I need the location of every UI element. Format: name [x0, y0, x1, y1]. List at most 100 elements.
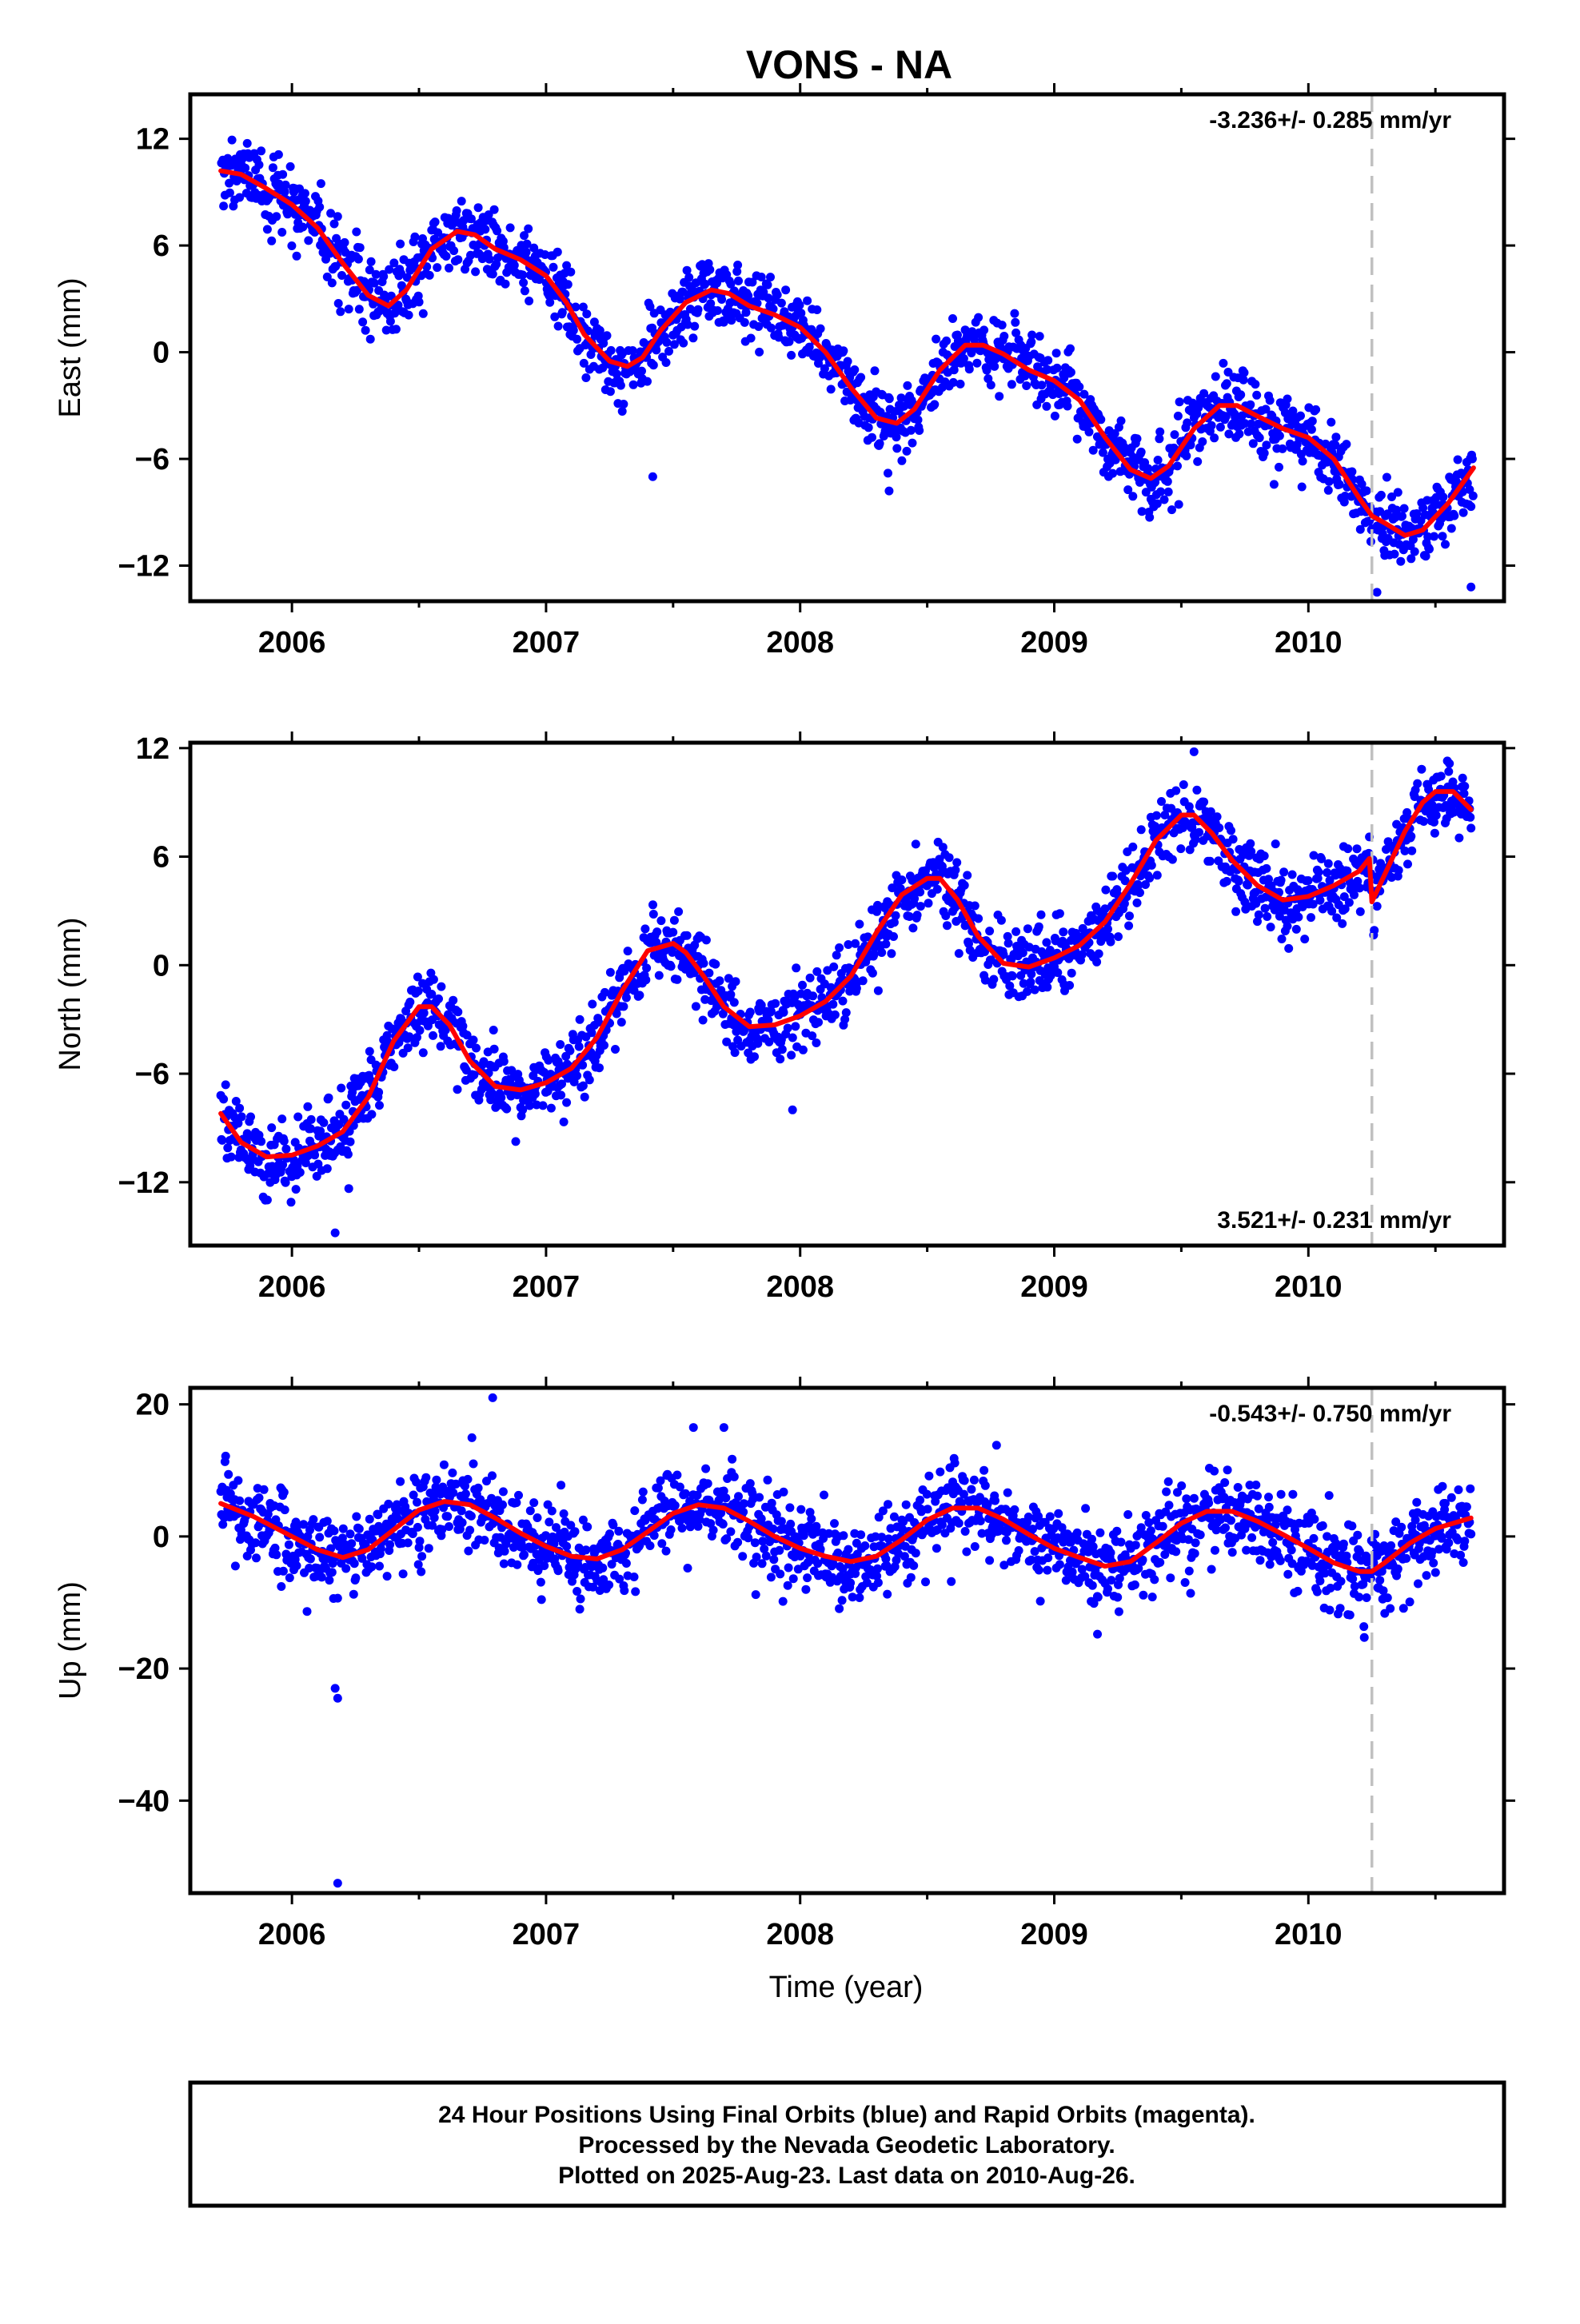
data-point — [842, 1008, 851, 1017]
data-point — [652, 927, 661, 936]
data-point — [1288, 871, 1297, 879]
data-point — [642, 963, 651, 972]
data-point — [301, 197, 310, 205]
data-point — [228, 136, 237, 145]
data-point — [1432, 811, 1441, 819]
x-tick-label: 2010 — [1275, 1270, 1343, 1304]
data-point-outlier — [648, 472, 657, 481]
data-point — [1345, 898, 1354, 907]
data-point — [990, 362, 999, 371]
data-point — [781, 285, 790, 294]
data-point — [1394, 1565, 1402, 1573]
x-tick-label: 2008 — [766, 1270, 834, 1304]
data-point — [999, 332, 1008, 341]
data-point — [1324, 859, 1333, 868]
data-point — [619, 400, 628, 409]
data-point — [951, 1459, 960, 1468]
y-tick-label: −12 — [118, 1166, 170, 1200]
data-point — [524, 225, 533, 233]
data-point — [1174, 412, 1183, 421]
data-point — [639, 1488, 648, 1497]
data-point — [272, 212, 281, 221]
data-point — [365, 1515, 374, 1524]
data-point — [1051, 412, 1059, 421]
data-point — [897, 875, 906, 884]
data-point — [582, 309, 591, 318]
data-point — [1124, 922, 1133, 931]
data-point — [1296, 412, 1305, 421]
data-point — [370, 279, 379, 288]
data-point — [767, 324, 776, 333]
data-point — [1223, 1465, 1232, 1474]
data-point — [453, 255, 462, 264]
data-point — [285, 1573, 294, 1582]
data-point — [1112, 1527, 1121, 1536]
data-point — [1400, 504, 1409, 513]
data-point — [1095, 1529, 1104, 1537]
data-point — [816, 325, 825, 333]
data-point — [606, 968, 615, 977]
data-point — [458, 1518, 467, 1527]
data-point — [355, 305, 364, 313]
data-point — [219, 201, 228, 210]
data-point — [557, 1090, 565, 1099]
data-point — [287, 1198, 296, 1206]
data-point — [298, 223, 307, 232]
data-point — [1315, 1577, 1324, 1585]
data-point — [908, 439, 917, 448]
data-point — [1210, 1467, 1219, 1476]
data-point — [429, 1031, 437, 1040]
data-point — [684, 273, 693, 282]
data-point — [413, 1523, 422, 1532]
data-point — [1271, 839, 1280, 848]
data-point — [955, 1519, 964, 1528]
data-point — [705, 265, 714, 274]
data-point — [1294, 1587, 1303, 1596]
data-point — [889, 932, 898, 941]
data-point — [405, 311, 413, 320]
data-point — [595, 1063, 604, 1072]
data-point-outlier — [884, 487, 893, 496]
data-point — [278, 170, 287, 179]
data-point — [1278, 444, 1287, 453]
data-point — [1002, 1536, 1011, 1545]
data-point — [985, 927, 994, 935]
velocity-label: 3.521+/- 0.231 mm/yr — [1217, 1207, 1451, 1234]
data-point — [223, 1143, 232, 1152]
data-point — [500, 1560, 509, 1569]
data-point — [921, 1577, 930, 1586]
data-point — [1283, 922, 1292, 931]
data-point — [1277, 1490, 1286, 1499]
data-point — [345, 305, 353, 313]
data-point — [469, 1035, 478, 1044]
data-point-outlier — [1466, 583, 1475, 592]
data-point — [616, 381, 625, 390]
data-point — [606, 387, 615, 396]
data-point-outlier — [1373, 588, 1382, 596]
data-point — [876, 439, 884, 448]
data-point — [828, 1000, 837, 1009]
data-point — [354, 255, 363, 264]
data-point — [1256, 1556, 1265, 1565]
data-point — [1240, 369, 1249, 377]
data-point — [820, 1491, 828, 1500]
data-point — [1094, 1593, 1103, 1601]
data-point — [667, 1525, 676, 1534]
data-point — [1167, 505, 1176, 514]
data-point — [1066, 345, 1075, 353]
data-point — [526, 1506, 535, 1515]
data-point — [916, 887, 924, 896]
data-point — [445, 1522, 453, 1531]
data-point — [392, 325, 401, 333]
data-point — [962, 1548, 971, 1557]
data-point — [709, 1526, 718, 1535]
data-point — [533, 1513, 542, 1522]
data-point — [1337, 1577, 1346, 1586]
data-point — [293, 1113, 302, 1122]
data-point — [347, 1539, 356, 1548]
y-tick-label: 6 — [153, 229, 170, 263]
data-point — [272, 1550, 281, 1559]
data-point — [630, 1506, 639, 1515]
model-fit-line — [221, 791, 1471, 1157]
